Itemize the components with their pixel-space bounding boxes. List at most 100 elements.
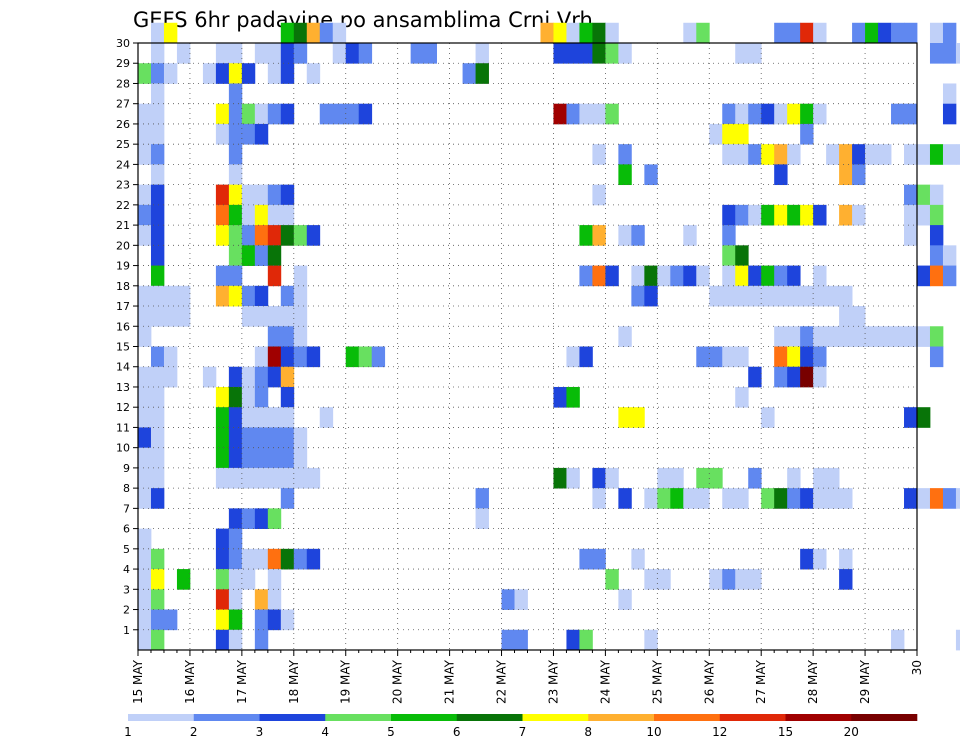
chart-title: GEFS 6hr padavine po ansamblima Crni Vrh [133, 8, 593, 32]
heatmap-cell [592, 184, 606, 206]
heatmap-cell [138, 447, 152, 469]
heatmap-cell [358, 346, 373, 368]
heatmap-cell [787, 467, 801, 489]
heatmap-cell [631, 225, 645, 246]
heatmap-cell [929, 225, 944, 246]
heatmap-cell [267, 569, 282, 590]
heatmap-cell [566, 103, 580, 125]
heatmap-cell [280, 447, 295, 469]
heatmap-cell [813, 265, 827, 287]
heatmap-cell [839, 306, 853, 327]
heatmap-cell [215, 123, 230, 145]
heatmap-cell [605, 103, 619, 125]
heatmap-cell [553, 386, 567, 408]
heatmap-cell [202, 63, 217, 84]
heatmap-cell [566, 22, 580, 44]
heatmap-cell [280, 184, 295, 206]
heatmap-cell [267, 306, 282, 327]
heatmap-cell [267, 589, 282, 610]
heatmap-cell [163, 366, 178, 388]
colorbar-swatch [391, 714, 458, 721]
heatmap-cell [215, 629, 230, 651]
heatmap-cell [904, 488, 918, 509]
heatmap-cell [813, 103, 827, 125]
heatmap-cell [787, 285, 801, 307]
heatmap-cell [514, 589, 528, 610]
heatmap-cell [618, 43, 632, 64]
heatmap-cell [891, 326, 905, 347]
heatmap-cell [475, 43, 489, 64]
heatmap-cell [254, 245, 269, 266]
heatmap-cell [293, 346, 308, 368]
heatmap-cell [228, 508, 243, 529]
heatmap-cell [215, 386, 230, 408]
heatmap-cell [293, 306, 308, 327]
heatmap-cell [787, 204, 801, 226]
heatmap-cell [852, 22, 866, 44]
heatmap-cell [150, 629, 165, 651]
heatmap-cell [929, 204, 944, 226]
heatmap-cell [566, 386, 580, 408]
heatmap-cell [592, 488, 606, 509]
heatmap-cell [579, 548, 593, 570]
heatmap-cell [774, 164, 788, 186]
heatmap-cell [138, 306, 152, 327]
x-tick-label: 30 [910, 660, 924, 675]
heatmap-cell [228, 43, 243, 64]
heatmap-cell [150, 569, 165, 590]
heatmap-cell [618, 144, 632, 165]
heatmap-cell [917, 204, 931, 226]
heatmap-cell [228, 386, 243, 408]
colorbar-swatch [719, 714, 786, 721]
heatmap-cell [566, 467, 580, 489]
heatmap-cell [138, 386, 152, 408]
y-tick-label: 9 [123, 462, 130, 475]
heatmap-cell [150, 83, 165, 105]
heatmap-cell [514, 629, 528, 651]
heatmap-cell [683, 225, 697, 246]
colorbar-label: 10 [646, 725, 661, 739]
heatmap-cell [553, 103, 567, 125]
heatmap-cell [904, 144, 918, 165]
heatmap-cell [852, 306, 866, 327]
heatmap-cell [267, 265, 282, 287]
heatmap-cell [787, 366, 801, 388]
heatmap-cell [942, 103, 957, 125]
heatmap-cell [774, 265, 788, 287]
heatmap-cell [929, 184, 944, 206]
heatmap-cell [150, 184, 165, 206]
heatmap-cell [748, 43, 762, 64]
heatmap-cell [228, 245, 243, 266]
heatmap-cell [163, 346, 178, 368]
heatmap-cell [579, 22, 593, 44]
heatmap-cell [592, 43, 606, 64]
heatmap-cell [138, 63, 152, 84]
heatmap-cell [826, 488, 840, 509]
heatmap-cell [852, 204, 866, 226]
heatmap-cell [215, 204, 230, 226]
heatmap-cell [618, 589, 632, 610]
heatmap-cell [228, 103, 243, 125]
heatmap-cell [631, 407, 645, 428]
heatmap-cell [241, 123, 256, 145]
heatmap-cell [228, 447, 243, 469]
heatmap-cell [345, 43, 360, 64]
heatmap-cell [215, 528, 230, 550]
x-tick-label: 25 MAY [650, 659, 664, 704]
heatmap-cell [267, 63, 282, 84]
heatmap-cell [306, 63, 321, 84]
heatmap-cell [592, 225, 606, 246]
heatmap-cell [774, 22, 788, 44]
y-tick-label: 26 [116, 118, 130, 131]
heatmap-cell [644, 285, 658, 307]
heatmap-cell [929, 488, 944, 509]
heatmap-cell [228, 609, 243, 631]
heatmap-cell [618, 225, 632, 246]
heatmap-cell [254, 447, 269, 469]
heatmap-cell [774, 103, 788, 125]
heatmap-cell [267, 103, 282, 125]
heatmap-cell [748, 144, 762, 165]
x-tick-label: 26 MAY [702, 659, 716, 704]
heatmap-cell [761, 488, 775, 509]
heatmap-cell [228, 63, 243, 84]
